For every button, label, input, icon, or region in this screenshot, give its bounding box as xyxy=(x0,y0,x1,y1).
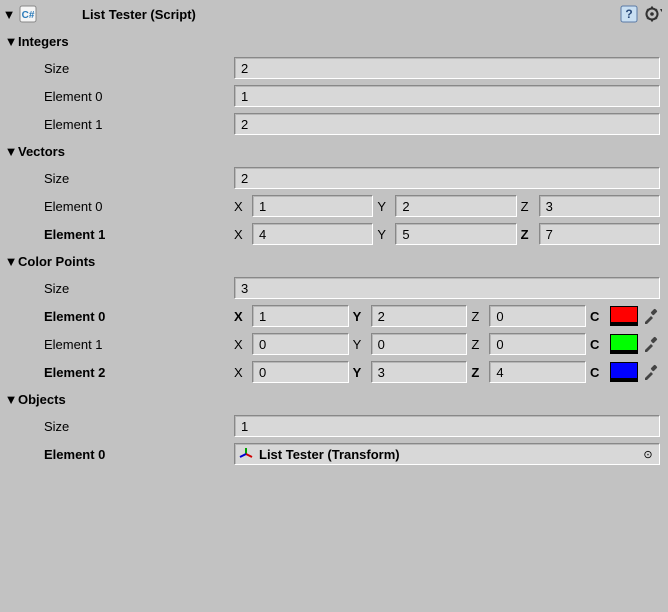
size-label: Size xyxy=(44,419,234,434)
vectors-element-row: Element 0 X Y Z xyxy=(0,192,668,220)
vectors-element-row: Element 1 X Y Z xyxy=(0,220,668,248)
inspector-panel: ▼ C# List Tester (Script) ? xyxy=(0,0,668,612)
color-swatch[interactable] xyxy=(610,362,638,382)
colorpoints-size-row: Size xyxy=(0,274,668,302)
objects-size-input[interactable] xyxy=(234,415,660,437)
z-label: Z xyxy=(471,337,487,352)
section-title: Color Points xyxy=(18,254,95,269)
z-label: Z xyxy=(521,227,537,242)
c-label: C xyxy=(590,309,606,324)
y-input[interactable] xyxy=(371,333,468,355)
y-label: Y xyxy=(353,309,369,324)
eyedropper-icon[interactable] xyxy=(642,335,660,353)
foldout-icon: ▼ xyxy=(4,254,18,269)
component-title: List Tester (Script) xyxy=(44,7,620,22)
vectors-size-input[interactable] xyxy=(234,167,660,189)
x-input[interactable] xyxy=(252,333,349,355)
y-label: Y xyxy=(353,337,369,352)
section-title: Objects xyxy=(18,392,66,407)
x-label: X xyxy=(234,309,250,324)
y-input[interactable] xyxy=(395,223,516,245)
foldout-icon: ▼ xyxy=(4,392,18,407)
z-input[interactable] xyxy=(539,195,660,217)
section-objects[interactable]: ▼ Objects xyxy=(0,386,668,412)
section-title: Vectors xyxy=(18,144,65,159)
y-input[interactable] xyxy=(371,361,468,383)
size-label: Size xyxy=(44,281,234,296)
svg-text:?: ? xyxy=(625,7,632,21)
objects-element-row: Element 0 List Tester (Transform) ⊙ xyxy=(0,440,668,468)
colorpoints-element-row: Element 2 X Y Z C xyxy=(0,358,668,386)
integers-element-row: Element 1 xyxy=(0,110,668,138)
integers-element-input[interactable] xyxy=(234,85,660,107)
colorpoints-size-input[interactable] xyxy=(234,277,660,299)
element-label: Element 0 xyxy=(44,447,234,462)
y-label: Y xyxy=(353,365,369,380)
integers-element-input[interactable] xyxy=(234,113,660,135)
y-input[interactable] xyxy=(395,195,516,217)
size-label: Size xyxy=(44,171,234,186)
colorpoints-element-row: Element 1 X Y Z C xyxy=(0,330,668,358)
section-vectors[interactable]: ▼ Vectors xyxy=(0,138,668,164)
component-foldout-icon[interactable]: ▼ xyxy=(2,7,16,22)
x-input[interactable] xyxy=(252,305,349,327)
x-label: X xyxy=(234,199,250,214)
element-label: Element 0 xyxy=(44,199,234,214)
z-label: Z xyxy=(471,309,487,324)
element-label: Element 1 xyxy=(44,227,234,242)
x-label: X xyxy=(234,337,250,352)
object-picker-icon[interactable]: ⊙ xyxy=(641,448,655,461)
eyedropper-icon[interactable] xyxy=(642,307,660,325)
size-label: Size xyxy=(44,61,234,76)
section-title: Integers xyxy=(18,34,69,49)
x-input[interactable] xyxy=(252,223,373,245)
x-input[interactable] xyxy=(252,361,349,383)
objects-size-row: Size xyxy=(0,412,668,440)
y-input[interactable] xyxy=(371,305,468,327)
z-input[interactable] xyxy=(489,305,586,327)
svg-text:▾: ▾ xyxy=(660,8,662,14)
integers-element-row: Element 0 xyxy=(0,82,668,110)
element-label: Element 0 xyxy=(44,89,234,104)
object-field-label: List Tester (Transform) xyxy=(259,447,635,462)
object-field[interactable]: List Tester (Transform) ⊙ xyxy=(234,443,660,465)
y-label: Y xyxy=(377,199,393,214)
z-input[interactable] xyxy=(489,361,586,383)
eyedropper-icon[interactable] xyxy=(642,363,660,381)
component-header: ▼ C# List Tester (Script) ? xyxy=(0,0,668,28)
section-colorpoints[interactable]: ▼ Color Points xyxy=(0,248,668,274)
x-input[interactable] xyxy=(252,195,373,217)
integers-size-row: Size xyxy=(0,54,668,82)
color-swatch[interactable] xyxy=(610,306,638,326)
foldout-icon: ▼ xyxy=(4,144,18,159)
y-label: Y xyxy=(377,227,393,242)
color-swatch[interactable] xyxy=(610,334,638,354)
integers-size-input[interactable] xyxy=(234,57,660,79)
svg-text:C#: C# xyxy=(22,10,35,21)
element-label: Element 0 xyxy=(44,309,234,324)
x-label: X xyxy=(234,227,250,242)
z-label: Z xyxy=(521,199,537,214)
script-icon: C# xyxy=(18,4,38,24)
c-label: C xyxy=(590,337,606,352)
c-label: C xyxy=(590,365,606,380)
transform-icon xyxy=(239,447,253,461)
element-label: Element 1 xyxy=(44,337,234,352)
x-label: X xyxy=(234,365,250,380)
z-label: Z xyxy=(471,365,487,380)
element-label: Element 2 xyxy=(44,365,234,380)
section-integers[interactable]: ▼ Integers xyxy=(0,28,668,54)
gear-icon[interactable]: ▾ xyxy=(644,5,662,23)
z-input[interactable] xyxy=(539,223,660,245)
help-icon[interactable]: ? xyxy=(620,5,638,23)
colorpoints-element-row: Element 0 X Y Z C xyxy=(0,302,668,330)
foldout-icon: ▼ xyxy=(4,34,18,49)
vectors-size-row: Size xyxy=(0,164,668,192)
z-input[interactable] xyxy=(489,333,586,355)
element-label: Element 1 xyxy=(44,117,234,132)
